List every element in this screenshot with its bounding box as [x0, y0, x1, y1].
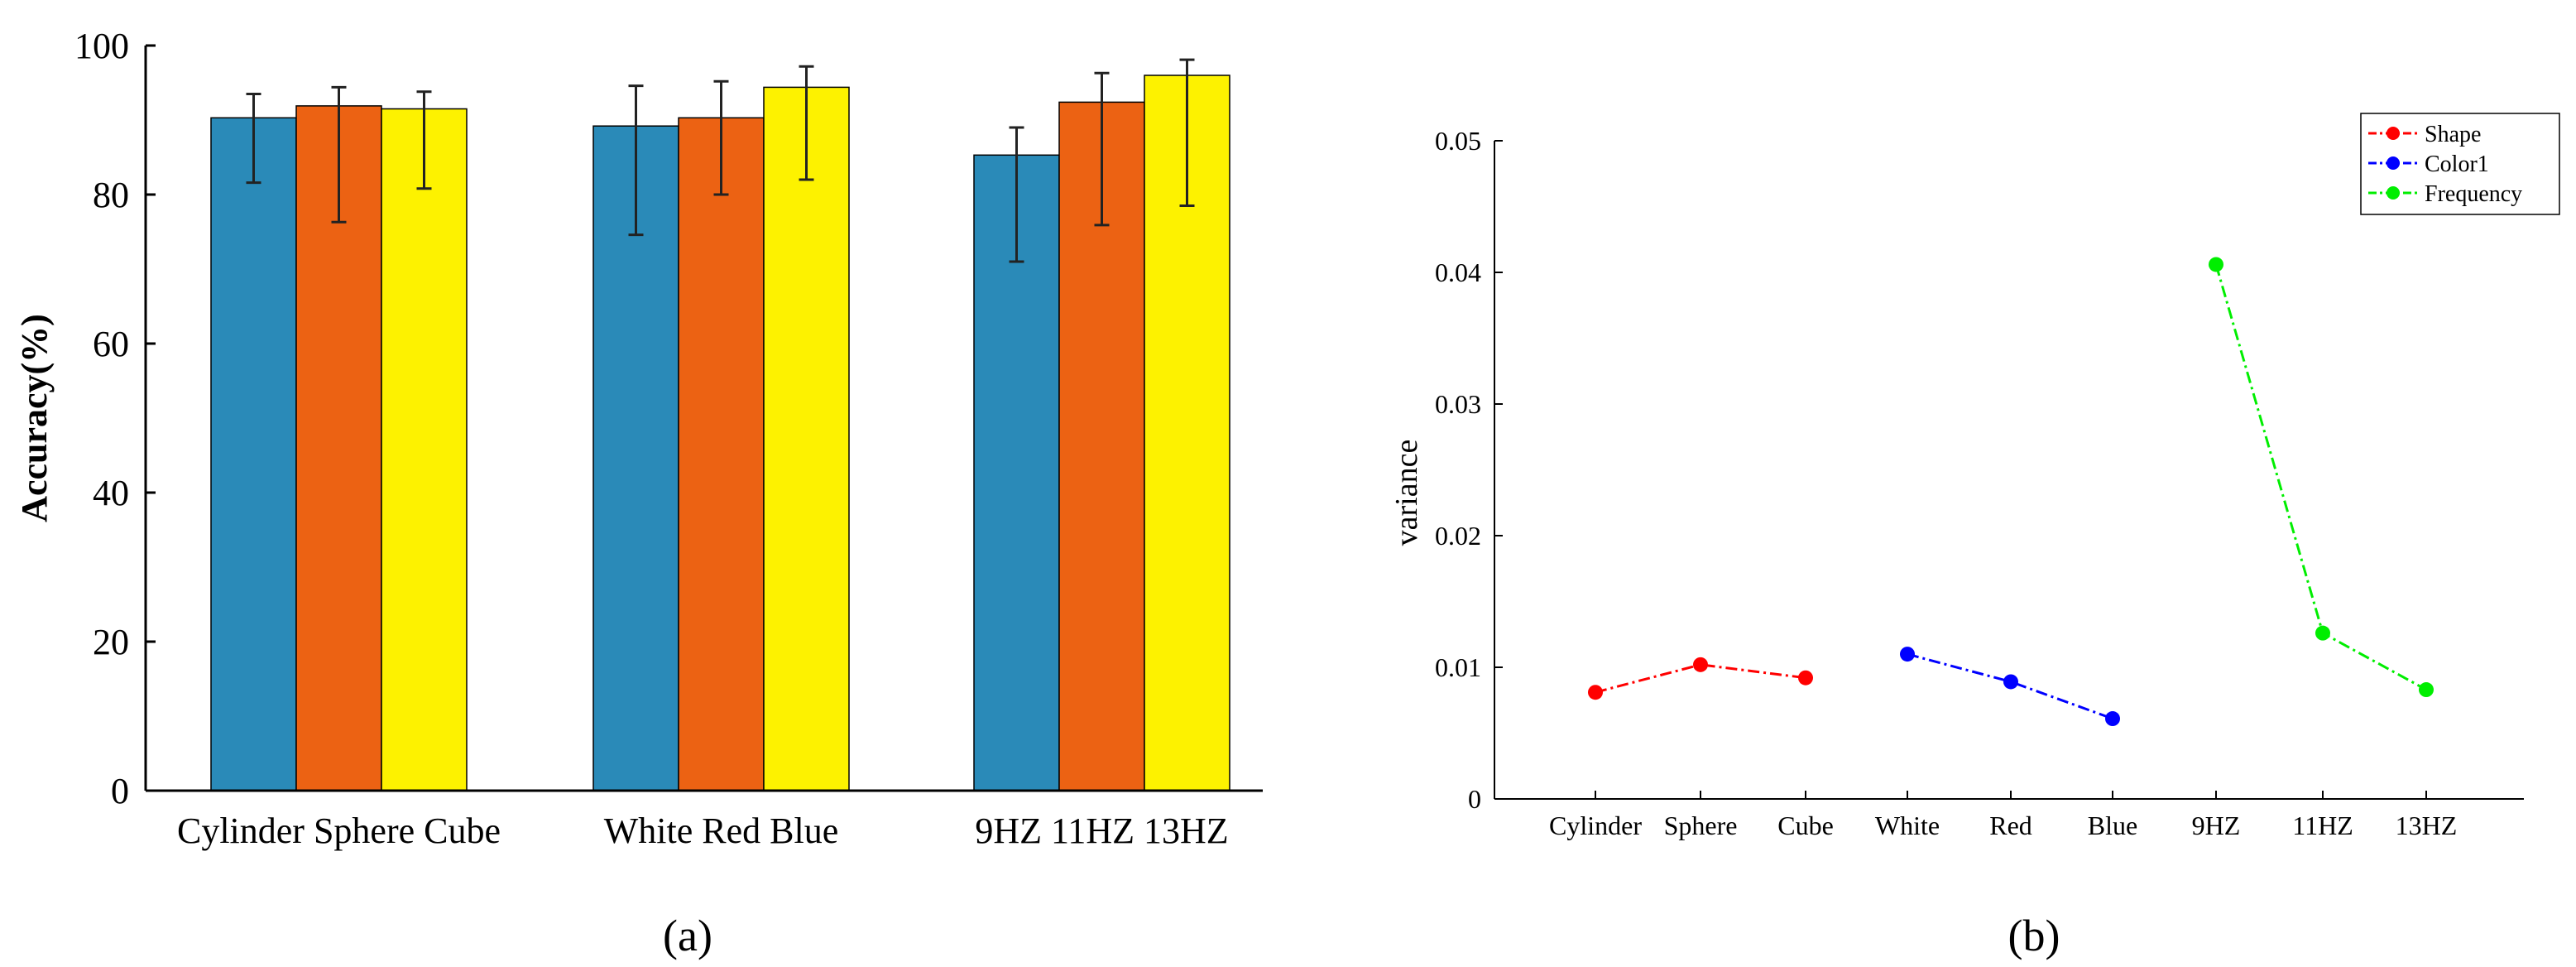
x-tick-label-red: Red — [1989, 811, 2032, 840]
x-tick-label-11hz: 11HZ — [2292, 811, 2353, 840]
legend-marker-shape — [2387, 127, 2400, 140]
legend: Shape Color1 Frequency — [2360, 113, 2560, 215]
bar-cube — [381, 108, 468, 791]
y-tick-label-a: 100 — [74, 26, 129, 66]
y-tick-label-b: 0 — [1468, 784, 1481, 814]
y-tick-label-a: 60 — [93, 324, 129, 364]
point-shape — [1798, 670, 1813, 686]
y-axis-label-b: variance — [1389, 440, 1424, 546]
point-color1 — [2105, 711, 2120, 727]
legend-marker-color1 — [2387, 156, 2400, 170]
line-chart-panel: 0 0.01 0.02 0.03 0.04 0.05 Cylinder Sphere Cube… — [1389, 113, 2560, 960]
point-frequency — [2419, 682, 2434, 698]
panel-label-b: (b) — [2008, 911, 2060, 960]
legend-label-shape: Shape — [2425, 122, 2481, 147]
y-tick-label-a: 80 — [93, 175, 129, 215]
bar-red — [678, 117, 765, 791]
x-tick-label-13hz: 13HZ — [2396, 811, 2458, 840]
legend-marker-frequency — [2387, 186, 2400, 200]
y-tick-label-a: 20 — [93, 622, 129, 662]
point-color1 — [1900, 647, 1915, 662]
x-tick-label-cylinder: Cylinder — [1549, 811, 1642, 840]
point-shape — [1588, 685, 1603, 700]
bar-blue — [763, 86, 850, 791]
point-shape — [1693, 657, 1708, 672]
y-tick-label-a: 0 — [111, 771, 129, 811]
x-tick-label-blue: Blue — [2088, 811, 2137, 840]
y-tick-label-a: 40 — [93, 473, 129, 513]
y-tick-label-b: 0.04 — [1435, 257, 1481, 287]
y-tick-label-b: 0.03 — [1435, 389, 1481, 419]
y-tick-label-b: 0.02 — [1435, 521, 1481, 551]
series-line-shape — [1595, 663, 1806, 694]
y-tick-label-b: 0.01 — [1435, 652, 1481, 682]
x-tick-label-sphere: Sphere — [1664, 811, 1738, 840]
legend-label-color1: Color1 — [2425, 152, 2489, 177]
point-color1 — [2003, 674, 2018, 690]
x-group-label-a: 9HZ 11HZ 13HZ — [975, 811, 1228, 851]
bar-cylinder — [210, 117, 297, 791]
legend-label-frequency: Frequency — [2425, 181, 2522, 207]
x-tick-label-cube: Cube — [1777, 811, 1834, 840]
x-group-label-a: Cylinder Sphere Cube — [177, 811, 501, 851]
x-tick-label-white: White — [1875, 811, 1940, 840]
y-axis-label-a: Accuracy(%) — [14, 314, 55, 522]
y-tick-label-b: 0.05 — [1435, 126, 1481, 156]
point-frequency — [2209, 257, 2223, 272]
bar-chart-panel: 0 20 40 60 80 100 Accuracy(%) Cylinder Sphere… — [14, 26, 1263, 960]
panel-label-a: (a) — [663, 911, 712, 960]
x-group-label-a: White Red Blue — [604, 811, 839, 851]
x-tick-label-9hz: 9HZ — [2192, 811, 2241, 840]
point-frequency — [2315, 625, 2330, 641]
